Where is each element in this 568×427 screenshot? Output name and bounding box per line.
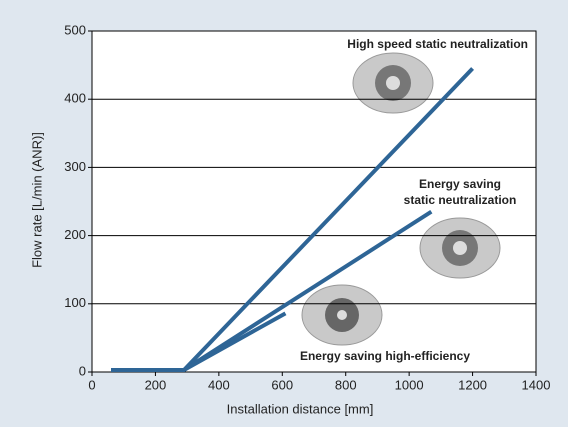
- annotation: Energy saving: [419, 177, 501, 191]
- annotation: Energy saving high-efficiency: [300, 349, 470, 363]
- y-tick-label: 400: [64, 91, 86, 106]
- y-tick-label: 300: [64, 159, 86, 174]
- x-tick-label: 1400: [522, 377, 551, 392]
- x-axis-label: Installation distance [mm]: [227, 401, 374, 416]
- annotation: static neutralization: [404, 193, 517, 207]
- x-tick-label: 1200: [458, 377, 487, 392]
- x-tick-label: 200: [145, 377, 167, 392]
- annotation: High speed static neutralization: [347, 37, 528, 51]
- x-tick-label: 800: [335, 377, 357, 392]
- plot-border: [91, 30, 537, 373]
- x-tick-label: 0: [88, 377, 95, 392]
- x-tick-label: 600: [271, 377, 293, 392]
- y-axis-label: Flow rate [L/min (ANR)]: [29, 132, 44, 268]
- y-tick-label: 200: [64, 227, 86, 242]
- device-image: [301, 284, 383, 346]
- y-tick-label: 0: [79, 363, 86, 378]
- y-tick-label: 100: [64, 295, 86, 310]
- series-line: [111, 311, 287, 372]
- y-tick-label: 500: [64, 22, 86, 37]
- x-tick-label: 400: [208, 377, 230, 392]
- x-tick-label: 1000: [395, 377, 424, 392]
- device-image: [419, 217, 501, 279]
- device-image: [352, 52, 434, 114]
